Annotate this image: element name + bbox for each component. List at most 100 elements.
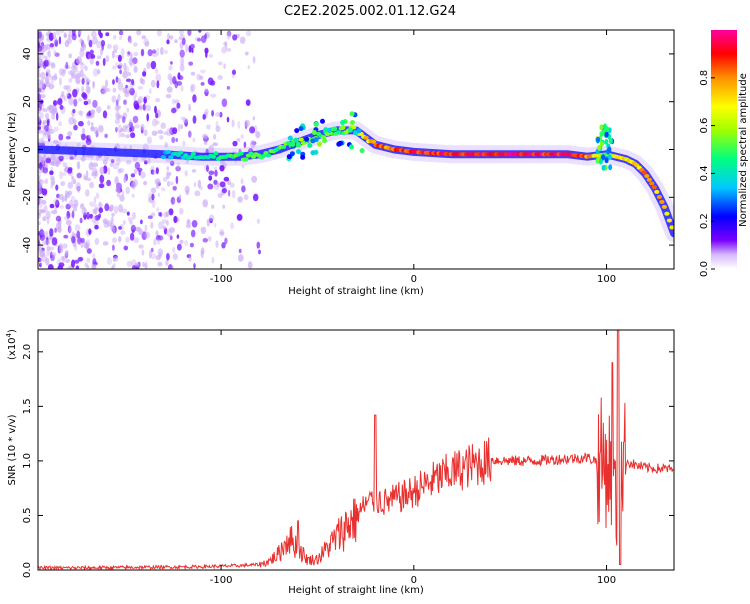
- colorbar: [711, 30, 737, 269]
- x-tick-label: 100: [597, 274, 616, 285]
- ridge-point: [363, 135, 369, 140]
- ridge-point: [168, 155, 174, 160]
- snr-y-ticks: 0.0 0.5 1.0 1.5 2.0: [22, 344, 674, 578]
- ridge-point: [659, 199, 665, 204]
- y-tick-label: 1.5: [22, 398, 33, 414]
- ridge-point: [317, 141, 322, 147]
- ridge-point: [178, 150, 184, 155]
- ridge-point: [307, 143, 313, 148]
- ridge-point: [183, 153, 189, 158]
- snr-frame: [37, 329, 675, 571]
- ridge-point: [298, 137, 304, 142]
- snr-scale-exponent: 4: [5, 332, 13, 337]
- ridge-point: [605, 126, 610, 133]
- ridge-point: [336, 130, 342, 135]
- ridge-point: [669, 225, 674, 230]
- y-tick-label: 40: [22, 48, 33, 61]
- ridge-point: [599, 131, 604, 137]
- ridge-point: [604, 157, 609, 164]
- snr-marks: [38, 330, 674, 570]
- ridge-point: [340, 125, 346, 130]
- x-tick-label: 0: [411, 575, 417, 586]
- ridge-point: [604, 131, 609, 138]
- y-tick-label: 0.0: [22, 562, 33, 578]
- ridge-point: [596, 136, 600, 143]
- x-tick-label: -100: [210, 274, 233, 285]
- ridge-point: [607, 154, 612, 161]
- y-tick-label: 0: [22, 146, 33, 152]
- spectrogram-x-ticks: -100 0 100: [210, 30, 616, 285]
- snr-y-label: SNR (10 * v/v): [7, 414, 18, 485]
- ridge-point: [310, 138, 316, 144]
- ridge-point: [351, 125, 357, 130]
- snr-scale-suffix: ): [7, 329, 18, 333]
- ridge-point: [188, 155, 194, 160]
- ridge-point: [641, 170, 647, 175]
- ridge-point: [340, 120, 346, 125]
- ridge-point: [287, 135, 293, 141]
- ridge-point: [607, 146, 612, 153]
- ridge-point: [238, 151, 244, 156]
- ridge-point: [313, 121, 319, 127]
- colorbar-tick-label: 0.0: [699, 261, 710, 277]
- ridge-point: [644, 174, 650, 178]
- ridge-point: [296, 149, 301, 155]
- ridge-point: [320, 118, 325, 124]
- ridge-point: [604, 138, 609, 145]
- ridge-point: [280, 145, 287, 149]
- ridge-point: [599, 124, 604, 131]
- ridge-point: [290, 141, 296, 147]
- ridge-point: [321, 135, 327, 140]
- ridge-point: [336, 141, 342, 147]
- ridge-point: [294, 128, 300, 134]
- ridge-point: [597, 144, 602, 151]
- ridge-point: [347, 127, 353, 133]
- ridge-point: [190, 152, 196, 156]
- y-tick-label: 2.0: [22, 344, 33, 360]
- ridge-point: [160, 155, 166, 160]
- ridge-point: [210, 154, 216, 159]
- snr-x-ticks: -100 0 100: [210, 330, 616, 586]
- ridge-point: [651, 185, 657, 190]
- ridge-point: [298, 126, 304, 132]
- ridge-point: [304, 136, 310, 142]
- snr-scale-prefix: (x10: [7, 337, 18, 360]
- ridge-point: [656, 194, 663, 199]
- ridge-point: [649, 181, 655, 186]
- spectrogram-y-label: Frequency (Hz): [7, 112, 18, 188]
- y-tick-label: 20: [22, 95, 33, 108]
- ridge-point: [310, 150, 316, 156]
- colorbar-tick-label: 0.8: [699, 70, 710, 86]
- snr-series-line: [38, 330, 674, 570]
- spectrogram-x-label: Height of straight line (km): [288, 286, 424, 297]
- ridge-point: [165, 149, 171, 154]
- ridge-point: [300, 154, 306, 160]
- ridge-point: [601, 164, 606, 171]
- ridge-point: [311, 130, 317, 135]
- y-tick-label: -40: [22, 237, 33, 253]
- spectrogram-ridge: [38, 111, 674, 243]
- ridge-point: [608, 164, 613, 171]
- ridge-point: [599, 140, 604, 147]
- snr-x-label: Height of straight line (km): [288, 585, 424, 596]
- x-tick-label: 0: [411, 274, 417, 285]
- ridge-point: [349, 111, 355, 117]
- ridge-point: [654, 189, 660, 194]
- ridge-point: [661, 204, 668, 209]
- ridge-point: [260, 154, 267, 158]
- ridge-point: [243, 157, 249, 162]
- ridge-point: [601, 154, 606, 161]
- ridge-point: [332, 126, 338, 132]
- colorbar-tick-label: 0.6: [699, 118, 710, 134]
- ridge-point: [664, 211, 670, 216]
- snr-scale-factor: (x104): [5, 329, 18, 360]
- ridge-point: [349, 144, 354, 150]
- ridge-point: [295, 142, 301, 147]
- spectrogram-marks: [38, 30, 674, 269]
- ridge-point: [350, 120, 355, 125]
- ridge-point: [359, 148, 365, 154]
- colorbar-tick-label: 0.2: [699, 213, 710, 229]
- y-tick-label: 1.0: [22, 453, 33, 469]
